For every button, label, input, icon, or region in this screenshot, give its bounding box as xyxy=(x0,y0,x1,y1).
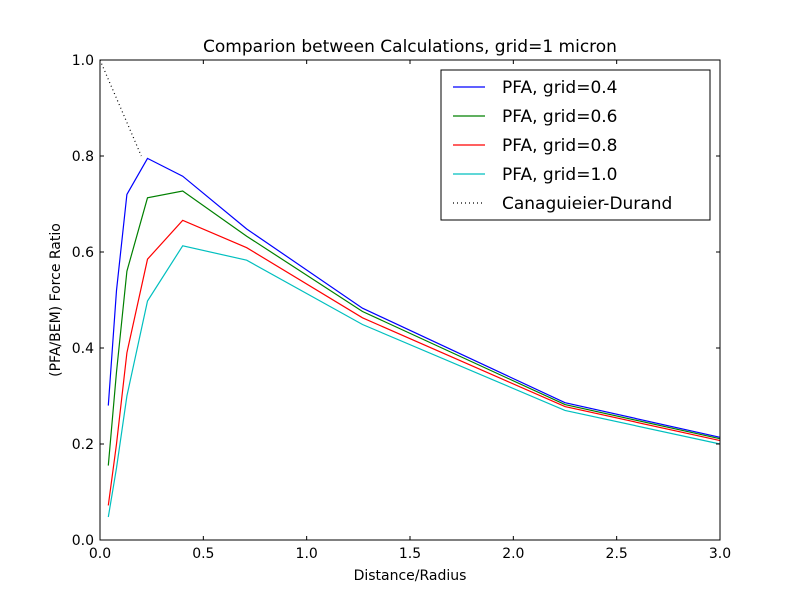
legend: PFA, grid=0.4 PFA, grid=0.6 PFA, grid=0.8 P… xyxy=(440,69,711,221)
x-tick-label: 0.0 xyxy=(89,546,111,562)
y-tick-label: 0.6 xyxy=(72,245,94,261)
legend-label-2: PFA, grid=0.6 xyxy=(502,107,617,127)
series-layer xyxy=(99,59,721,518)
legend-frame xyxy=(440,69,711,221)
x-tick-label: 2.5 xyxy=(606,546,628,562)
y-tick-label: 0.0 xyxy=(72,533,94,549)
x-tick-label: 0.5 xyxy=(192,546,214,562)
x-tick-label: 1.0 xyxy=(296,546,318,562)
legend-entries: PFA, grid=0.4 PFA, grid=0.6 PFA, grid=0.8 P… xyxy=(453,78,672,214)
legend-label-5: Canaguieier-Durand xyxy=(502,194,672,214)
y-axis-label: (PFA/BEM) Force Ratio xyxy=(48,223,64,377)
x-tick-label: 3.0 xyxy=(709,546,731,562)
axis-ticks: 0.0 0.5 1.0 1.5 2.0 2.5 3.0 0.0 0.2 0.4 0.6 0.8 1.0 xyxy=(72,53,731,562)
legend-label-3: PFA, grid=0.8 xyxy=(502,136,617,156)
series-line-5 xyxy=(99,59,142,157)
x-axis-label: Distance/Radius xyxy=(354,568,467,584)
y-tick-label: 0.2 xyxy=(72,437,94,453)
series-line-1 xyxy=(107,157,721,438)
x-tick-label: 1.5 xyxy=(399,546,421,562)
x-tick-label: 2.0 xyxy=(502,546,524,562)
chart-title: Comparion between Calculations, grid=1 m… xyxy=(203,37,617,57)
series-line-3 xyxy=(107,219,721,506)
legend-label-4: PFA, grid=1.0 xyxy=(502,165,617,185)
y-tick-label: 0.8 xyxy=(72,149,94,165)
y-tick-label: 0.4 xyxy=(72,341,94,357)
y-tick-label: 1.0 xyxy=(72,53,94,69)
legend-label-1: PFA, grid=0.4 xyxy=(502,78,617,98)
series-line-4 xyxy=(107,245,721,518)
series-line-2 xyxy=(107,190,721,466)
